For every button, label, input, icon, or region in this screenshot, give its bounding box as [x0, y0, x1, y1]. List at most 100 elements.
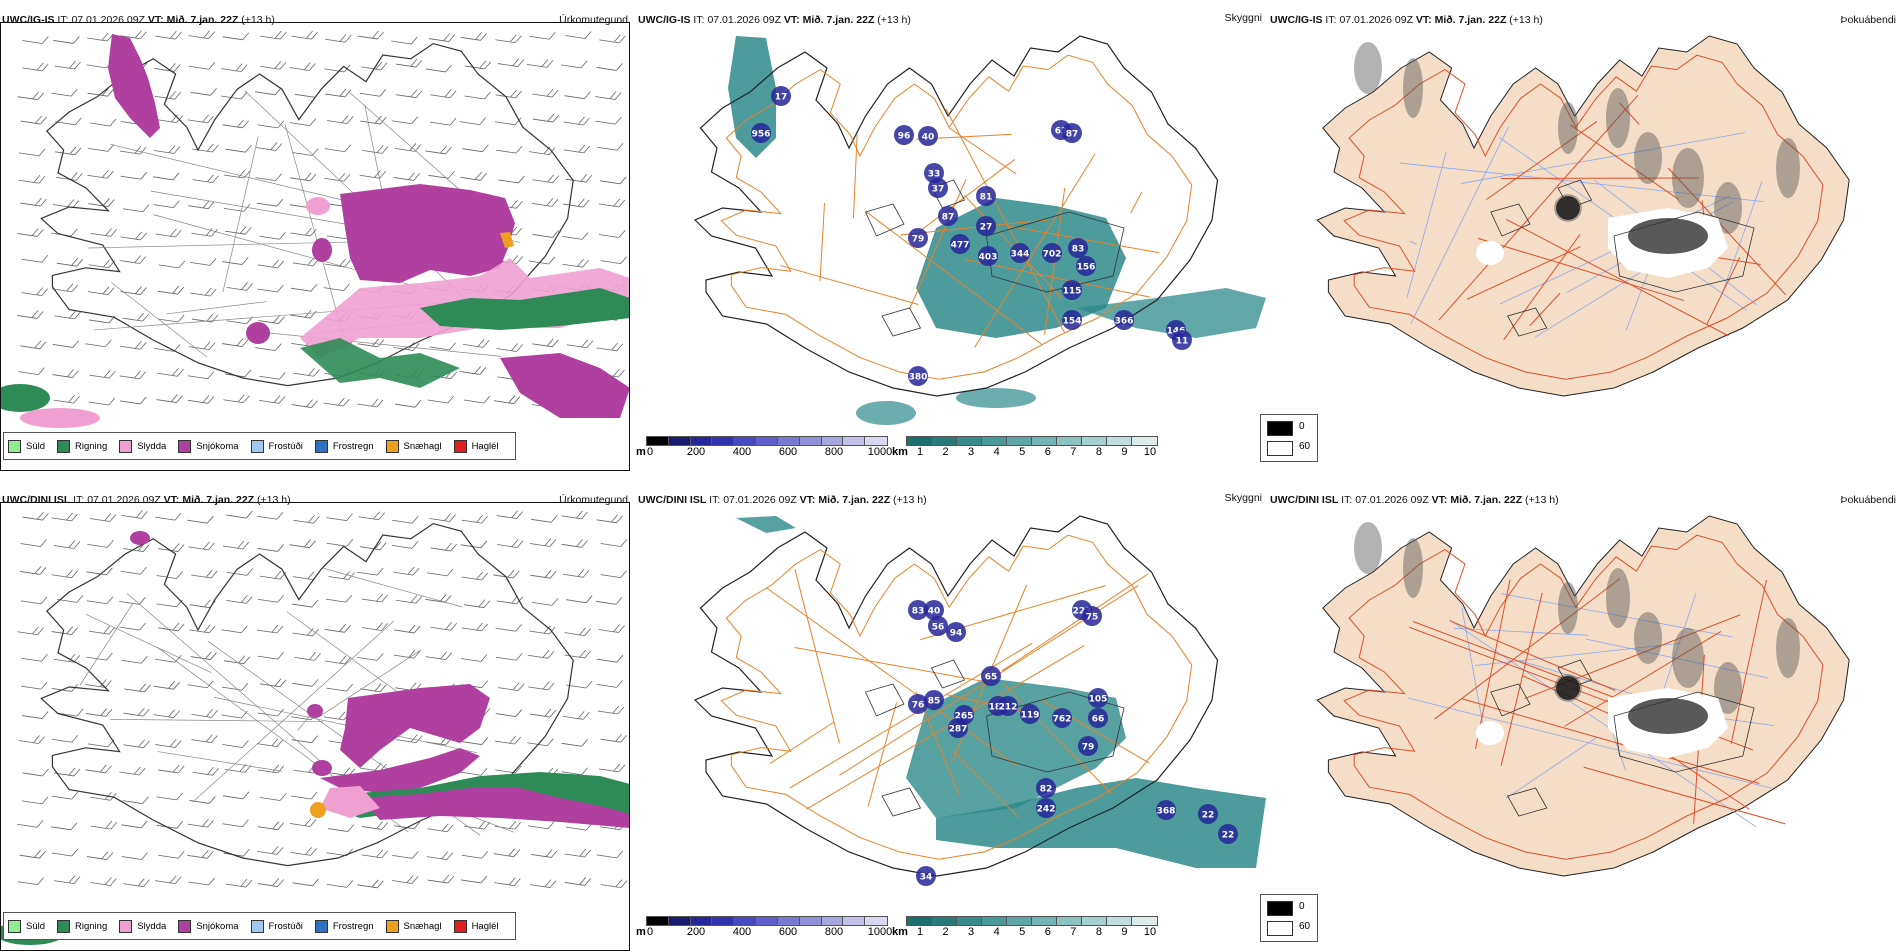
cloud-base-cell — [928, 178, 948, 198]
colorbar-tick: 600 — [778, 926, 798, 938]
legend-item: Snæhagl — [385, 439, 442, 453]
legend-item: Haglél — [453, 919, 499, 933]
colorbar-tick: 400 — [732, 446, 752, 458]
cloud-base-value: 27 — [980, 223, 993, 233]
colorbar-tick: 8 — [1095, 926, 1102, 938]
cloud-base-value: 79 — [1082, 743, 1095, 753]
model-label: UWC/DINI ISL — [638, 494, 707, 506]
roads — [79, 567, 514, 836]
colorbar-tick: 9 — [1121, 446, 1128, 458]
cloud-base-cell — [908, 228, 928, 248]
cloud-base-cell — [938, 206, 958, 226]
colorbar-segment — [981, 916, 1008, 926]
colorbar-segment — [1081, 436, 1108, 446]
legend-label: Frostúði — [268, 920, 303, 932]
it-label: IT: — [693, 14, 705, 26]
legend-item: Slydda — [119, 919, 166, 933]
legend-swatch — [385, 439, 399, 453]
it-label: IT: — [709, 494, 721, 506]
cloud-base-cell — [981, 666, 1001, 686]
cloud-base-value: 188 — [989, 703, 1008, 713]
cloud-base-value: 63 — [1055, 127, 1068, 137]
colorbar-tick: 4 — [993, 446, 1000, 458]
map-panel-visibility-ig-is: UWC/IG-IS IT: 07.01.2026 09Z VT: Mið. 7.… — [636, 8, 1318, 472]
vt-label: VT: — [147, 14, 164, 26]
colorbar-tick: 3 — [968, 926, 975, 938]
map-panel-visibility-dini: UWC/DINI ISL IT: 07.01.2026 09Z VT: Mið.… — [636, 488, 1318, 952]
cloud-base-value: 65 — [985, 673, 998, 683]
fog-legend-label: 60 — [1299, 921, 1311, 932]
colorbar-segment — [1106, 436, 1133, 446]
colorbar-segment — [755, 916, 779, 926]
colorbar-segment — [842, 436, 867, 446]
lead-time: (+13 h) — [877, 14, 911, 26]
iceland-outline — [40, 522, 574, 867]
it-label: IT: — [1325, 14, 1337, 26]
cloud-base-cell — [978, 246, 998, 266]
legend-swatch — [250, 919, 264, 933]
colorbar-segment — [776, 436, 801, 446]
panel-header: UWC/DINI ISL IT: 07.01.2026 09Z VT: Mið.… — [1270, 494, 1894, 510]
colorbar-segment — [1056, 436, 1083, 446]
cloud-base-cell — [1036, 798, 1056, 818]
legend-item: Rigning — [57, 919, 107, 933]
cloud-base-value: 83 — [1072, 245, 1085, 255]
legend-swatch — [119, 919, 133, 933]
roads — [720, 54, 1193, 380]
cloud-base-cell — [894, 125, 914, 145]
map-panel-fog-dini: UWC/DINI ISL IT: 07.01.2026 09Z VT: Mið.… — [1268, 488, 1898, 952]
legend-item: Frostregn — [314, 439, 374, 453]
precip-type-legend: Súld Rigning Slydda Snjókoma Frostúði Frostre… — [3, 912, 516, 940]
cloud-base-cell — [946, 622, 966, 642]
iceland-outline — [693, 35, 1219, 397]
cloud-base-cell — [1062, 280, 1082, 300]
cloud-base-cell — [908, 366, 928, 386]
cloud-base-cell — [918, 126, 938, 146]
cloud-base-value: 40 — [922, 133, 935, 143]
colorbar-segment — [864, 436, 888, 446]
cloud-base-value: 81 — [980, 193, 993, 203]
map-canvas — [0, 510, 630, 945]
vt-value: Mið. 7.jan. 22Z — [182, 494, 255, 506]
cloud-base-cell — [1036, 778, 1056, 798]
colorbar-segment — [667, 916, 692, 926]
visibility-areas — [728, 36, 1266, 425]
map-panel-precip-type-dini: UWC/DINI ISL IT: 07.01.2026 09Z VT: Mið.… — [0, 488, 630, 952]
iceland-outline — [693, 515, 1219, 877]
colorbar-tick: 600 — [778, 446, 798, 458]
vt-value: Mið. 7.jan. 22Z — [166, 14, 239, 26]
legend-swatch — [178, 919, 192, 933]
legend-label: Snæhagl — [403, 920, 442, 932]
cloud-base-value: 403 — [979, 253, 998, 263]
cloud-base-cell — [1062, 123, 1082, 143]
field-name: Skyggni — [1224, 492, 1262, 504]
legend-label: Snæhagl — [403, 440, 442, 452]
colorbar-segment — [755, 436, 779, 446]
legend-item: Slydda — [119, 439, 167, 453]
lead-time: (+13 h) — [1509, 14, 1543, 26]
colorbar-tick: 7 — [1070, 446, 1077, 458]
legend-label: Snjókoma — [196, 440, 239, 452]
colorbar-tick: 6 — [1044, 446, 1051, 458]
cloud-base-value: 76 — [912, 701, 925, 711]
cloud-base-value: 33 — [928, 170, 941, 180]
legend-label: Slydda — [137, 440, 167, 452]
cloud-base-value: 762 — [1053, 715, 1072, 725]
model-label: UWC/DINI ISL — [2, 494, 71, 506]
field-name: Úrkomutegund — [559, 14, 628, 26]
fog-legend-swatch — [1267, 441, 1293, 456]
colorbar-segment — [1081, 916, 1108, 926]
cloud-base-cell — [998, 696, 1018, 716]
cloud-base-value: 22 — [1222, 831, 1235, 841]
panel-header: UWC/DINI ISL IT: 07.01.2026 09Z VT: Mið.… — [2, 494, 626, 510]
cloud-base-cell — [1156, 800, 1176, 820]
colorbar-segment — [776, 916, 801, 926]
map-panel-fog-ig-is: UWC/IG-IS IT: 07.01.2026 09Z VT: Mið. 7.… — [1268, 8, 1898, 472]
cloud-base-cell — [976, 186, 996, 206]
colorbar-tick: 8 — [1095, 446, 1102, 458]
colorbar-tick: 1000 — [867, 446, 893, 458]
legend-label: Snjókoma — [196, 920, 239, 932]
cloud-base-value: 265 — [955, 712, 974, 722]
it-value: 07.01.2026 09Z — [707, 14, 781, 26]
